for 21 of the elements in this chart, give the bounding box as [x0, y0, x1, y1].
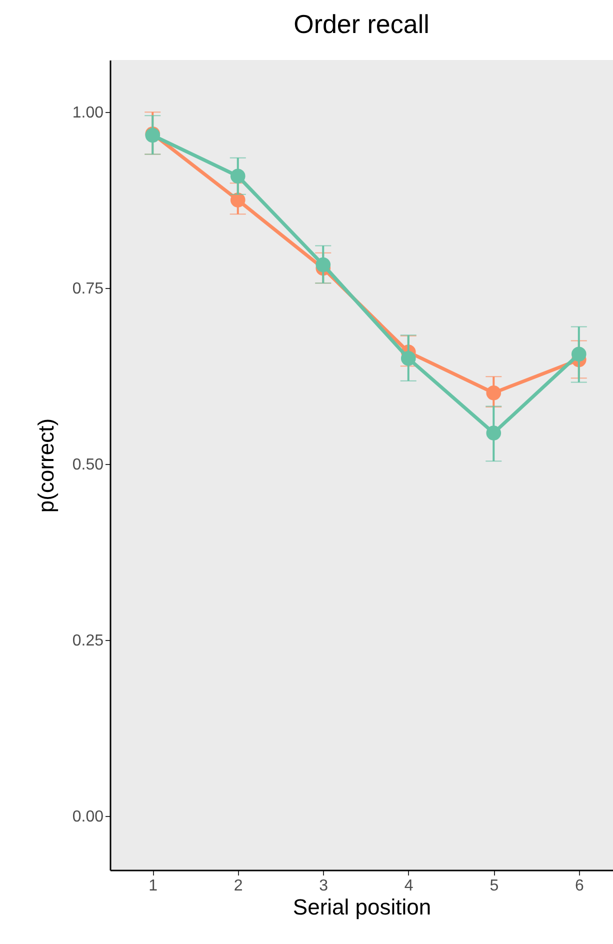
x-tick-label: 5 [490, 878, 499, 894]
x-tick-label: 2 [234, 878, 243, 894]
y-tick-label: 0.00 [72, 808, 104, 826]
y-tick-label: 0.75 [72, 280, 104, 298]
point [400, 350, 416, 366]
x-tick-label: 3 [319, 878, 328, 894]
chart-title: Order recall [294, 9, 430, 39]
x-axis-title: Serial position [292, 894, 432, 920]
y-tick-label: 0.25 [72, 632, 104, 650]
point [230, 168, 246, 184]
point [486, 385, 502, 400]
y-tick-label: 0.50 [72, 456, 104, 474]
point [316, 257, 331, 272]
x-tick-label: 4 [404, 878, 414, 894]
y-axis-title: p(correct) [33, 418, 58, 513]
point [486, 426, 502, 440]
x-tick-label: 6 [574, 878, 584, 894]
point [571, 346, 586, 362]
point [230, 192, 246, 208]
y-tick-label: 1.00 [72, 104, 104, 122]
x-tick-label: 1 [148, 878, 158, 894]
